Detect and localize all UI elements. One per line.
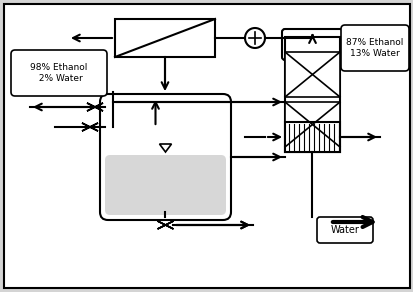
Bar (284, 122, 339, 152)
Text: Water: Water (330, 225, 358, 235)
Bar (115, 19, 214, 57)
Bar (284, 37, 339, 152)
FancyBboxPatch shape (100, 94, 230, 220)
FancyBboxPatch shape (11, 50, 107, 96)
FancyBboxPatch shape (281, 29, 342, 60)
Text: 98% Ethanol
 2% Water: 98% Ethanol 2% Water (30, 63, 88, 83)
Bar (284, 52, 339, 97)
Text: 87% Ethanol
13% Water: 87% Ethanol 13% Water (346, 38, 403, 58)
FancyBboxPatch shape (105, 155, 225, 215)
FancyBboxPatch shape (340, 25, 408, 71)
FancyBboxPatch shape (316, 217, 372, 243)
Bar (284, 102, 339, 147)
